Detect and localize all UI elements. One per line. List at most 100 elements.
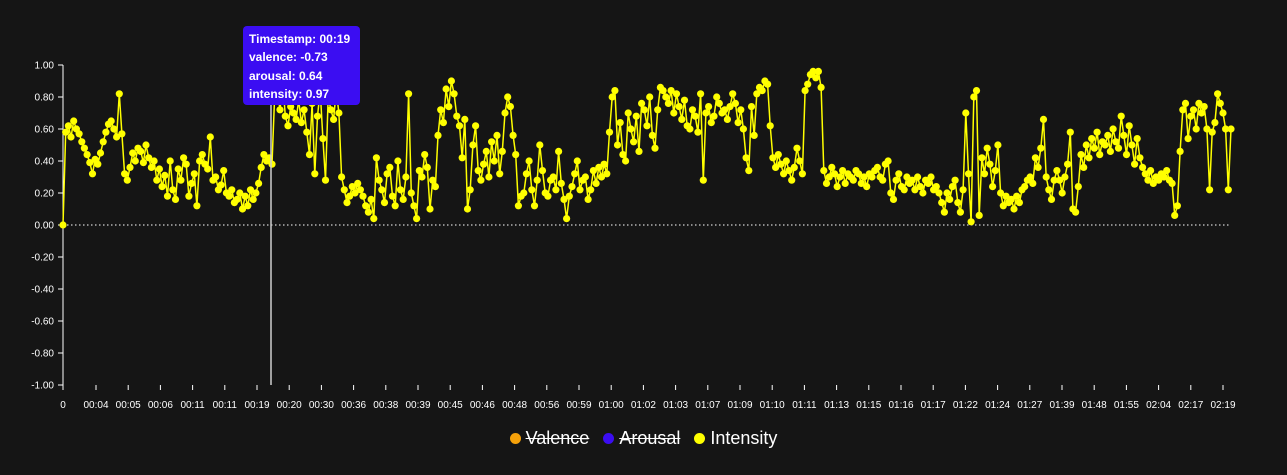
intensity-point[interactable]: [1211, 119, 1219, 127]
intensity-point[interactable]: [1104, 131, 1112, 139]
intensity-point[interactable]: [423, 163, 431, 171]
intensity-point[interactable]: [571, 170, 579, 178]
intensity-point[interactable]: [496, 170, 504, 178]
intensity-point[interactable]: [1171, 211, 1179, 219]
intensity-point[interactable]: [1173, 202, 1181, 210]
intensity-point[interactable]: [1061, 173, 1069, 181]
intensity-point[interactable]: [790, 163, 798, 171]
intensity-point[interactable]: [346, 192, 354, 200]
intensity-point[interactable]: [180, 154, 188, 162]
intensity-point[interactable]: [734, 119, 742, 127]
intensity-point[interactable]: [220, 167, 228, 175]
intensity-point[interactable]: [943, 189, 951, 197]
intensity-point[interactable]: [300, 106, 308, 114]
intensity-point[interactable]: [1128, 141, 1136, 149]
intensity-point[interactable]: [557, 179, 565, 187]
intensity-point[interactable]: [429, 176, 437, 184]
intensity-point[interactable]: [370, 215, 378, 223]
intensity-point[interactable]: [726, 103, 734, 111]
intensity-point[interactable]: [587, 186, 595, 194]
intensity-point[interactable]: [536, 141, 544, 149]
intensity-point[interactable]: [605, 128, 614, 136]
intensity-point[interactable]: [1139, 163, 1147, 171]
intensity-point[interactable]: [1197, 109, 1206, 117]
intensity-point[interactable]: [102, 128, 110, 136]
intensity-point[interactable]: [565, 192, 573, 200]
intensity-point[interactable]: [1013, 192, 1021, 200]
intensity-point[interactable]: [67, 133, 75, 141]
intensity-point[interactable]: [1010, 205, 1018, 213]
intensity-point[interactable]: [313, 112, 322, 120]
intensity-point[interactable]: [555, 147, 563, 155]
intensity-point[interactable]: [131, 157, 139, 165]
intensity-point[interactable]: [1007, 195, 1015, 203]
intensity-point[interactable]: [900, 186, 908, 194]
intensity-point[interactable]: [801, 87, 809, 95]
intensity-point[interactable]: [694, 128, 702, 136]
intensity-point[interactable]: [705, 103, 713, 111]
intensity-point[interactable]: [651, 144, 659, 152]
intensity-point[interactable]: [530, 202, 539, 210]
intensity-point[interactable]: [640, 106, 648, 114]
intensity-point[interactable]: [635, 147, 643, 155]
intensity-point[interactable]: [753, 90, 761, 98]
intensity-point[interactable]: [107, 117, 115, 125]
intensity-point[interactable]: [1042, 173, 1050, 181]
intensity-point[interactable]: [777, 160, 785, 168]
intensity-point[interactable]: [830, 170, 839, 178]
intensity-point[interactable]: [292, 115, 300, 123]
intensity-point[interactable]: [196, 157, 204, 165]
intensity-point[interactable]: [544, 192, 552, 200]
intensity-point[interactable]: [303, 128, 311, 136]
intensity-point[interactable]: [193, 202, 201, 210]
intensity-point[interactable]: [455, 122, 464, 130]
intensity-point[interactable]: [59, 221, 67, 229]
intensity-point[interactable]: [86, 159, 94, 167]
intensity-point[interactable]: [453, 112, 461, 120]
intensity-point[interactable]: [174, 165, 182, 173]
intensity-point[interactable]: [1021, 183, 1029, 191]
intensity-point[interactable]: [1195, 99, 1203, 107]
intensity-point[interactable]: [501, 109, 509, 117]
intensity-point[interactable]: [828, 163, 836, 171]
intensity-point[interactable]: [228, 186, 236, 194]
intensity-point[interactable]: [1125, 122, 1133, 130]
intensity-point[interactable]: [1219, 109, 1227, 117]
intensity-point[interactable]: [1058, 189, 1066, 197]
intensity-point[interactable]: [713, 93, 721, 101]
intensity-point[interactable]: [1050, 176, 1058, 184]
intensity-point[interactable]: [142, 141, 150, 149]
intensity-point[interactable]: [421, 151, 429, 159]
intensity-point[interactable]: [1200, 103, 1208, 111]
intensity-point[interactable]: [480, 160, 488, 168]
intensity-point[interactable]: [1109, 125, 1117, 133]
intensity-point[interactable]: [994, 141, 1002, 149]
intensity-point[interactable]: [405, 90, 413, 98]
intensity-point[interactable]: [490, 157, 498, 165]
intensity-point[interactable]: [1106, 147, 1114, 155]
intensity-point[interactable]: [737, 106, 745, 114]
intensity-point[interactable]: [568, 183, 576, 191]
intensity-point[interactable]: [576, 186, 584, 194]
intensity-point[interactable]: [1072, 208, 1080, 216]
intensity-point[interactable]: [241, 192, 249, 200]
intensity-point[interactable]: [873, 163, 882, 171]
intensity-point[interactable]: [1056, 176, 1064, 184]
intensity-point[interactable]: [426, 205, 434, 213]
intensity-point[interactable]: [916, 183, 924, 191]
intensity-point[interactable]: [70, 117, 78, 125]
intensity-point[interactable]: [956, 208, 965, 216]
intensity-point[interactable]: [597, 173, 606, 181]
intensity-point[interactable]: [1096, 151, 1104, 159]
intensity-point[interactable]: [431, 183, 439, 191]
intensity-point[interactable]: [145, 154, 153, 162]
intensity-point[interactable]: [488, 138, 496, 146]
intensity-point[interactable]: [1216, 99, 1224, 107]
intensity-point[interactable]: [672, 90, 681, 98]
intensity-point[interactable]: [383, 170, 391, 178]
intensity-point[interactable]: [1117, 112, 1125, 120]
intensity-point[interactable]: [812, 74, 820, 82]
intensity-point[interactable]: [780, 170, 788, 178]
intensity-point[interactable]: [1064, 160, 1072, 168]
intensity-point[interactable]: [520, 189, 528, 197]
